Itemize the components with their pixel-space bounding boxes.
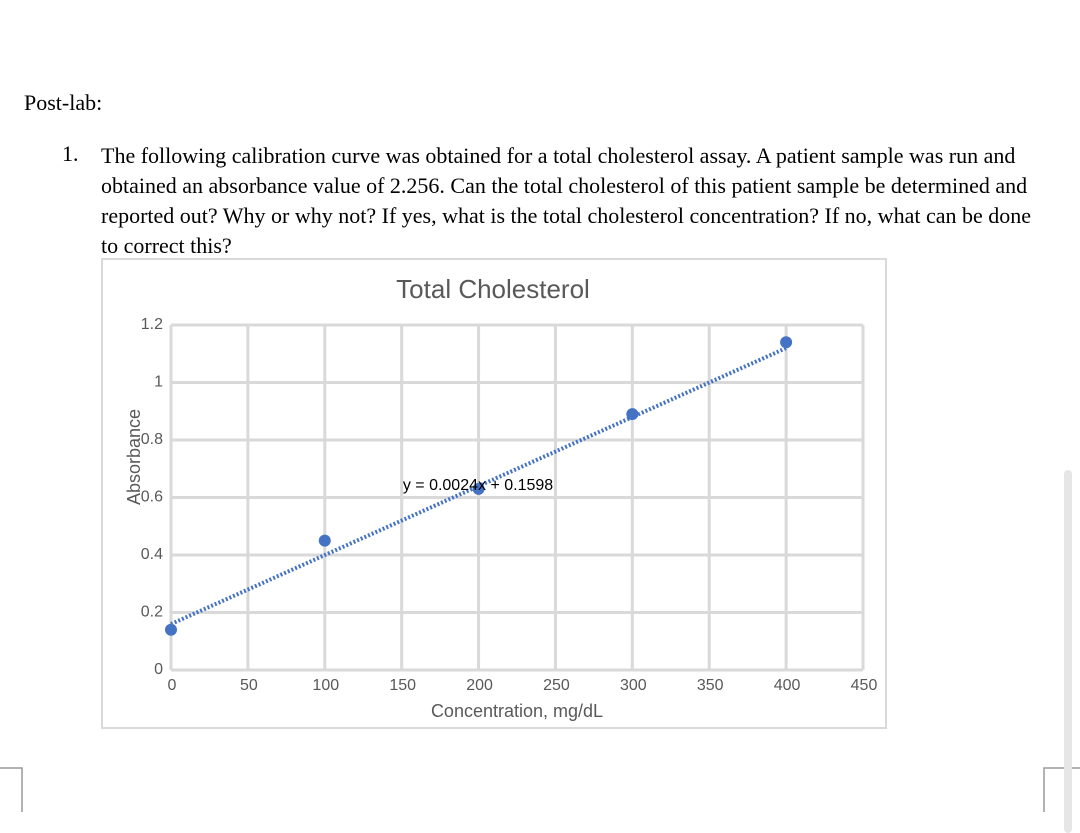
data-point [472,482,485,495]
x-tick-label: 450 [851,677,878,694]
y-tick-label: 0 [154,661,163,678]
page-corner [0,767,23,812]
data-point [780,336,793,349]
heading: Post-lab: [24,90,103,115]
data-point [626,408,639,421]
x-tick-label: 50 [240,677,258,694]
page-corner [1043,767,1080,812]
x-tick-label: 350 [697,677,724,694]
y-tick-label: 1 [154,374,163,391]
question-number: 1. [62,141,79,166]
data-point [165,623,177,636]
y-axis-title: Absorbance [124,409,144,505]
y-tick-label: 1.2 [141,316,163,333]
y-tick-label: 0.4 [141,546,163,563]
x-axis-title: Concentration, mg/dL [431,701,603,721]
chart-title: Total Cholesterol [396,274,590,304]
y-tick-label: 0.8 [141,431,163,448]
x-tick-label: 100 [312,677,339,694]
trendline-label: y = 0.0024x + 0.1598 [403,477,553,494]
x-tick-label: 250 [543,677,570,694]
x-tick-label: 0 [168,677,177,694]
x-tick-label: 400 [774,677,801,694]
chart-frame [101,258,887,729]
y-tick-label: 0.2 [141,604,163,621]
x-tick-label: 150 [389,677,416,694]
x-tick-label: 200 [466,677,493,694]
x-tick-label: 300 [620,677,647,694]
data-point [318,534,331,547]
question-text: The following calibration curve was obta… [101,143,1032,258]
scrollbar[interactable] [1064,470,1072,833]
y-tick-label: 0.6 [141,489,163,506]
